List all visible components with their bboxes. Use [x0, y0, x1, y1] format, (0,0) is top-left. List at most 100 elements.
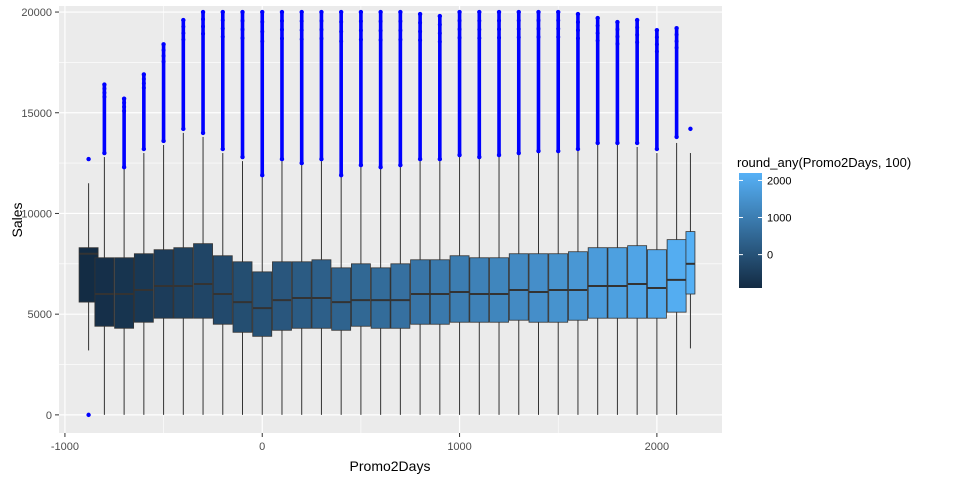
- outlier-point: [161, 59, 166, 64]
- outlier-point: [339, 29, 344, 34]
- outlier-point: [516, 35, 521, 40]
- outlier-point: [556, 148, 561, 154]
- outlier-point: [536, 18, 541, 23]
- outlier-point: [220, 146, 225, 152]
- y-tick-label: 15000: [21, 108, 52, 120]
- box-group: [410, 11, 430, 415]
- box: [568, 251, 588, 321]
- box: [410, 259, 430, 325]
- outlier-point: [516, 150, 521, 156]
- outlier-point: [102, 90, 107, 95]
- outlier-point: [319, 9, 324, 15]
- outlier-point: [299, 9, 304, 15]
- box: [587, 247, 608, 319]
- outlier-point: [338, 9, 344, 15]
- outlier-point: [437, 13, 443, 19]
- outlier-point: [279, 27, 284, 32]
- outlier-point: [398, 162, 403, 168]
- box: [508, 253, 529, 321]
- outlier-point: [477, 18, 482, 23]
- outlier-point: [181, 126, 186, 132]
- outlier-point: [595, 23, 600, 28]
- outlier-point: [477, 36, 482, 41]
- outlier-point: [615, 140, 620, 146]
- x-tick-label: -1000: [51, 441, 79, 453]
- outlier-point: [674, 32, 679, 37]
- box-group: [548, 9, 569, 415]
- outlier-point: [260, 29, 265, 34]
- x-axis-title: Promo2Days: [350, 458, 431, 474]
- box-group: [252, 9, 273, 415]
- outlier-point: [688, 126, 693, 132]
- outlier-point: [654, 49, 659, 54]
- box-group: [173, 17, 194, 415]
- outlier-point: [497, 35, 502, 40]
- box-group: [153, 42, 174, 415]
- outlier-point: [477, 27, 482, 32]
- panel-background: [59, 6, 722, 433]
- box-group: [489, 9, 509, 415]
- outlier-point: [635, 32, 640, 37]
- outlier-point: [556, 26, 561, 31]
- outlier-point: [200, 130, 206, 136]
- legend-tick-label: 0: [767, 250, 773, 262]
- outlier-point: [260, 19, 265, 24]
- outlier-point: [378, 37, 383, 42]
- legend-tick-label: 2000: [767, 175, 791, 187]
- outlier-point: [417, 11, 423, 17]
- outlier-point: [299, 28, 304, 33]
- outlier-point: [299, 37, 304, 42]
- box-group: [666, 25, 687, 415]
- outlier-point: [477, 154, 482, 160]
- legend: round_any(Promo2Days, 100) 0 1000 2000: [737, 155, 911, 288]
- outlier-point: [418, 29, 423, 34]
- outlier-point: [358, 19, 363, 24]
- outlier-point: [496, 152, 502, 158]
- outlier-point: [141, 72, 147, 77]
- box-group: [528, 9, 549, 415]
- outlier-point: [161, 42, 166, 47]
- y-tick-label: 0: [46, 410, 52, 422]
- legend-colorbar: [739, 173, 762, 288]
- outlier-point: [102, 94, 107, 99]
- outlier-point: [220, 18, 225, 23]
- box: [429, 259, 450, 325]
- box-group: [114, 96, 135, 415]
- outlier-point: [634, 140, 640, 146]
- outlier-point: [457, 9, 462, 15]
- outlier-point: [595, 31, 600, 36]
- outlier-point: [339, 39, 344, 44]
- box-group: [272, 9, 292, 415]
- outlier-point: [260, 9, 265, 15]
- box: [173, 247, 194, 319]
- outlier-point: [536, 26, 541, 31]
- outlier-point: [575, 11, 581, 17]
- box: [153, 249, 174, 319]
- outlier-point: [122, 100, 127, 105]
- box-group: [311, 9, 332, 415]
- outlier-point: [477, 9, 482, 15]
- outlier-point: [378, 9, 383, 15]
- outlier-point: [595, 15, 600, 21]
- box: [252, 271, 273, 337]
- outlier-point: [536, 148, 541, 154]
- outlier-point: [279, 9, 285, 15]
- outlier-point: [299, 19, 304, 24]
- outlier-point: [181, 17, 186, 23]
- box: [232, 261, 253, 333]
- box-group: [212, 9, 233, 415]
- outlier-point: [654, 35, 659, 40]
- box: [351, 263, 371, 327]
- outlier-point: [418, 20, 423, 25]
- box: [291, 261, 312, 329]
- outlier-point: [141, 85, 146, 90]
- outlier-point: [418, 38, 423, 43]
- outlier-point: [240, 9, 245, 15]
- box: [685, 231, 696, 295]
- box-group: [469, 9, 490, 415]
- box: [627, 245, 648, 319]
- outlier-point: [220, 34, 225, 39]
- y-tick-label: 20000: [21, 7, 52, 19]
